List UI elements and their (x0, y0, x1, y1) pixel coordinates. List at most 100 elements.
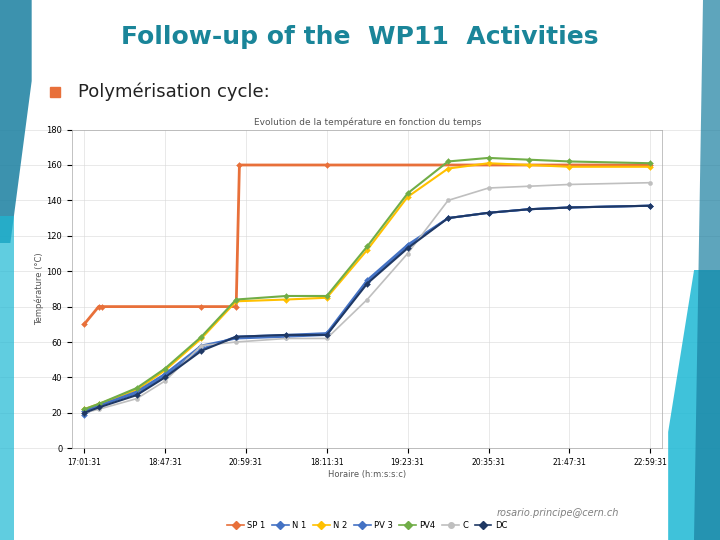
PV4 (80, 406, 89, 413)
N 2 (94, 401, 103, 407)
Line: N 2: N 2 (82, 161, 652, 411)
C (282, 335, 291, 342)
Text: Follow-up of the  WP11  Activities: Follow-up of the WP11 Activities (121, 25, 599, 49)
N 1 (565, 204, 574, 211)
N 1 (484, 210, 492, 216)
N 1 (94, 402, 103, 409)
N 2 (646, 164, 654, 170)
C (646, 179, 654, 186)
Text: Polymérisation cycle:: Polymérisation cycle: (78, 83, 270, 101)
PV 3 (197, 342, 206, 349)
N 1 (282, 332, 291, 338)
PV 3 (646, 202, 654, 209)
DC (323, 332, 331, 338)
PV4 (197, 333, 206, 340)
C (484, 185, 492, 191)
PV 3 (80, 408, 89, 414)
C (132, 395, 141, 402)
DC (132, 392, 141, 399)
X-axis label: Horaire (h:m:s:s:c): Horaire (h:m:s:s:c) (328, 470, 406, 478)
PV 3 (161, 370, 169, 377)
PV4 (232, 296, 240, 303)
C (232, 339, 240, 345)
PV 3 (444, 215, 452, 221)
N 2 (444, 165, 452, 172)
N 2 (232, 298, 240, 305)
Line: N 1: N 1 (82, 204, 652, 417)
PV4 (132, 385, 141, 392)
SP 1 (232, 303, 240, 310)
C (565, 181, 574, 188)
N 2 (363, 247, 372, 253)
PV4 (444, 158, 452, 165)
Line: PV4: PV4 (82, 156, 652, 411)
PV4 (565, 158, 574, 165)
Y-axis label: Température (°C): Température (°C) (34, 253, 44, 325)
PV4 (363, 243, 372, 249)
N 1 (80, 411, 89, 418)
Text: rosario.principe@cern.ch: rosario.principe@cern.ch (497, 508, 619, 518)
PV 3 (525, 206, 534, 212)
PV 3 (403, 243, 412, 249)
DC (444, 215, 452, 221)
DC (363, 280, 372, 287)
N 2 (132, 387, 141, 393)
N 2 (403, 194, 412, 200)
DC (282, 332, 291, 338)
DC (80, 409, 89, 416)
PV4 (282, 293, 291, 299)
N 1 (132, 390, 141, 396)
PV4 (161, 365, 169, 372)
PV 3 (565, 204, 574, 211)
DC (484, 210, 492, 216)
C (323, 335, 331, 342)
PV 3 (363, 279, 372, 285)
C (525, 183, 534, 190)
SP 1 (98, 303, 107, 310)
DC (403, 245, 412, 252)
Line: DC: DC (82, 204, 652, 415)
C (403, 250, 412, 256)
SP 1 (197, 303, 206, 310)
C (94, 406, 103, 413)
Polygon shape (0, 216, 14, 540)
Legend: SP 1, N 1, N 2, PV 3, PV4, C, DC: SP 1, N 1, N 2, PV 3, PV4, C, DC (224, 517, 510, 533)
N 2 (323, 294, 331, 301)
SP 1 (235, 162, 244, 168)
Line: PV 3: PV 3 (82, 204, 652, 413)
C (363, 296, 372, 303)
C (197, 342, 206, 349)
C (161, 377, 169, 384)
PV 3 (323, 332, 331, 338)
N 1 (232, 333, 240, 340)
N 2 (525, 162, 534, 168)
DC (565, 204, 574, 211)
N 1 (646, 202, 654, 209)
SP 1 (323, 162, 331, 168)
N 1 (525, 206, 534, 212)
DC (94, 404, 103, 411)
Polygon shape (0, 0, 32, 243)
N 2 (282, 296, 291, 303)
PV4 (525, 157, 534, 163)
N 1 (197, 346, 206, 352)
SP 1 (80, 321, 89, 328)
PV 3 (232, 335, 240, 342)
C (80, 409, 89, 416)
N 1 (161, 373, 169, 379)
N 2 (484, 160, 492, 166)
SP 1 (646, 162, 654, 168)
C (444, 197, 452, 204)
SP 1 (94, 303, 103, 310)
N 2 (80, 406, 89, 413)
N 2 (565, 164, 574, 170)
DC (161, 374, 169, 381)
N 2 (161, 367, 169, 374)
Line: SP 1: SP 1 (82, 163, 652, 326)
N 1 (403, 241, 412, 248)
N 2 (197, 335, 206, 342)
Polygon shape (668, 270, 720, 540)
PV4 (94, 401, 103, 407)
N 1 (444, 215, 452, 221)
Line: C: C (82, 180, 652, 415)
